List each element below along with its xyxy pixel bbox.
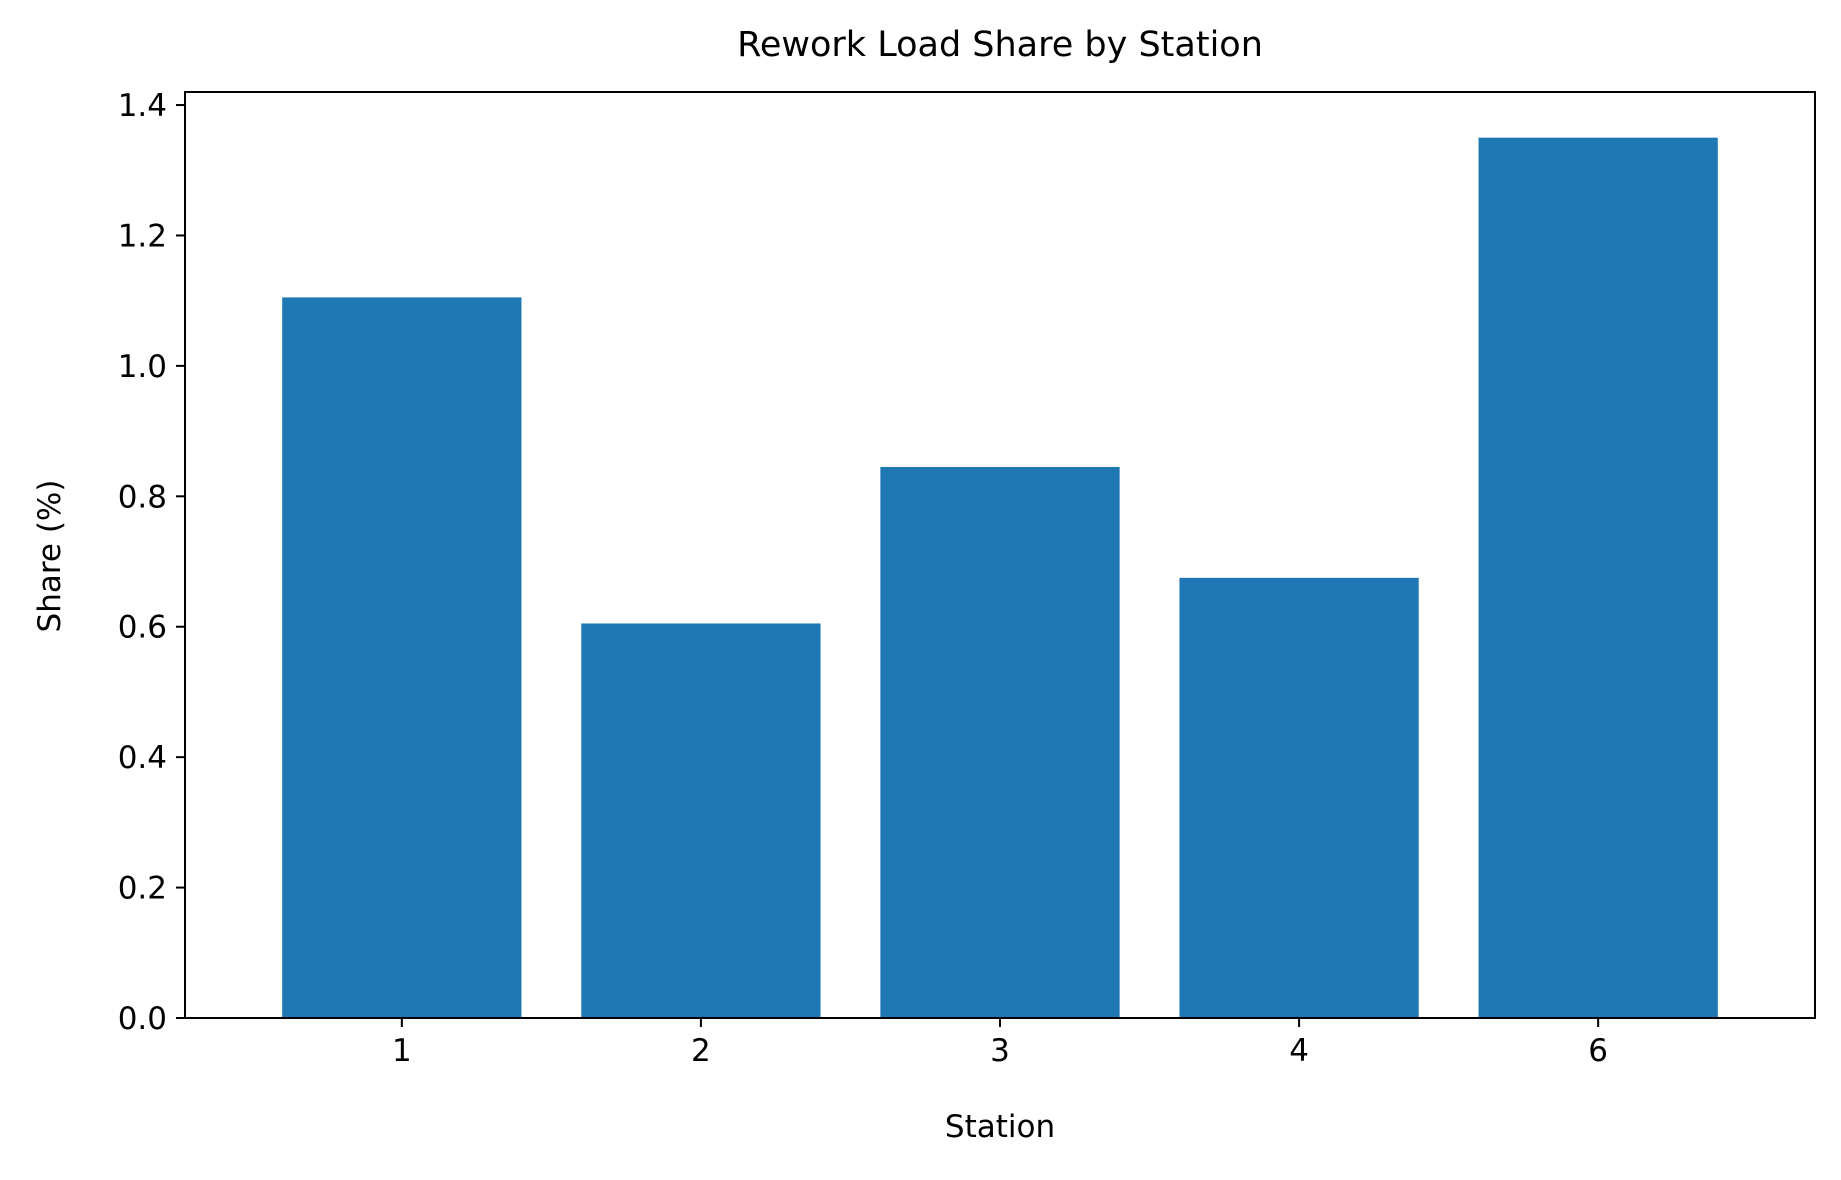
y-tick-label: 0.0 xyxy=(118,1001,167,1037)
x-axis: 1 2 3 4 6 xyxy=(392,1018,1608,1069)
bars-layer xyxy=(282,137,1718,1018)
x-tick-label: 3 xyxy=(990,1033,1010,1069)
y-tick-label: 0.8 xyxy=(118,479,167,515)
bar-station-1 xyxy=(282,297,522,1018)
x-tick-label: 4 xyxy=(1289,1033,1309,1069)
chart-title: Rework Load Share by Station xyxy=(737,25,1263,65)
plot-frame xyxy=(184,91,1816,1019)
bar-station-4 xyxy=(1179,577,1419,1018)
x-tick-label: 6 xyxy=(1588,1033,1608,1069)
y-axis-label: Share (%) xyxy=(32,480,68,633)
y-tick-label: 1.2 xyxy=(118,218,167,254)
x-tick-label: 1 xyxy=(392,1033,412,1069)
y-tick-label: 1.0 xyxy=(118,349,167,385)
y-tick-label: 0.2 xyxy=(118,871,167,907)
bar-station-3 xyxy=(880,466,1120,1018)
bar-station-6 xyxy=(1478,137,1718,1018)
y-tick-label: 1.4 xyxy=(118,88,167,124)
bar-station-2 xyxy=(581,623,821,1018)
y-tick-label: 0.6 xyxy=(118,610,167,646)
y-axis: 0.0 0.2 0.4 0.6 0.8 1.0 1.2 1.4 xyxy=(118,88,185,1037)
y-tick-label: 0.4 xyxy=(118,740,167,776)
x-tick-label: 2 xyxy=(691,1033,711,1069)
x-axis-label: Station xyxy=(945,1109,1055,1145)
